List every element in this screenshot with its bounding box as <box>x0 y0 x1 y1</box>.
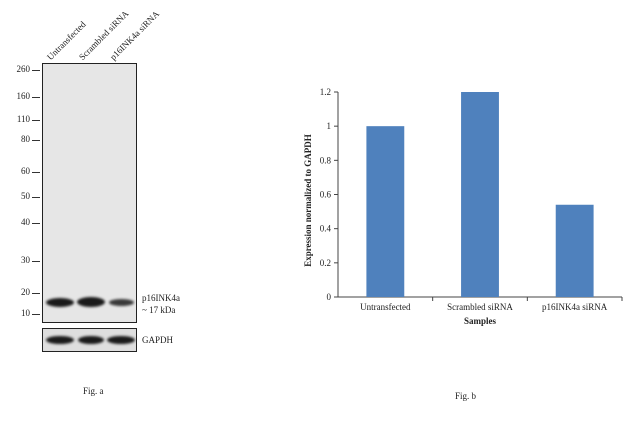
y-tick-label: 0.4 <box>320 224 332 234</box>
mw-tick <box>32 314 40 315</box>
x-axis-label: Samples <box>464 316 497 326</box>
mw-marker-260: 260 <box>16 64 31 74</box>
y-tick-label: 0 <box>327 292 332 302</box>
mw-tick <box>32 70 40 71</box>
mw-marker-30: 30 <box>21 255 30 265</box>
bar <box>555 204 594 297</box>
x-tick-label: Untransfected <box>360 302 411 312</box>
band-scrambled <box>77 297 105 307</box>
mw-marker-160: 160 <box>16 91 31 101</box>
mw-marker-80: 80 <box>21 134 30 144</box>
y-axis-label: Expression normalized to GAPDH <box>303 134 313 267</box>
mw-tick <box>32 223 40 224</box>
mw-tick <box>32 120 40 121</box>
bar <box>366 126 405 298</box>
mw-marker-40: 40 <box>21 217 30 227</box>
mw-tick <box>32 97 40 98</box>
mw-tick <box>32 293 40 294</box>
y-tick-label: 1.2 <box>320 87 331 97</box>
x-tick-label: Scrambled siRNA <box>447 302 513 312</box>
bar <box>461 92 499 297</box>
gapdh-band-untransfected <box>46 336 74 344</box>
mw-marker-50: 50 <box>21 191 30 201</box>
gapdh-band-scrambled <box>78 336 104 344</box>
x-tick-label: p16INK4a siRNA <box>542 302 608 312</box>
band-size-label: ~ 17 kDa <box>142 305 176 315</box>
mw-tick <box>32 261 40 262</box>
y-tick-label: 0.6 <box>320 190 332 200</box>
mw-marker-10: 10 <box>21 308 30 318</box>
band-untransfected <box>46 298 74 307</box>
y-tick-label: 0.2 <box>320 258 331 268</box>
gapdh-label: GAPDH <box>142 335 174 345</box>
mw-marker-60: 60 <box>21 166 30 176</box>
mw-marker-20: 20 <box>21 287 30 297</box>
mw-tick <box>32 172 40 173</box>
mw-tick <box>32 140 40 141</box>
mw-marker-110: 110 <box>16 114 30 124</box>
y-tick-label: 0.8 <box>320 155 332 165</box>
mw-tick <box>32 197 40 198</box>
band-p16-sirna <box>109 299 134 306</box>
gapdh-panel <box>42 328 137 352</box>
y-tick-label: 1 <box>327 121 332 131</box>
blot-panel <box>42 63 137 323</box>
gapdh-band-p16-sirna <box>107 336 135 344</box>
band-label: p16INK4a <box>142 293 180 303</box>
figure-b-caption: Fig. b <box>455 391 477 401</box>
figure-a-caption: Fig. a <box>83 386 104 396</box>
